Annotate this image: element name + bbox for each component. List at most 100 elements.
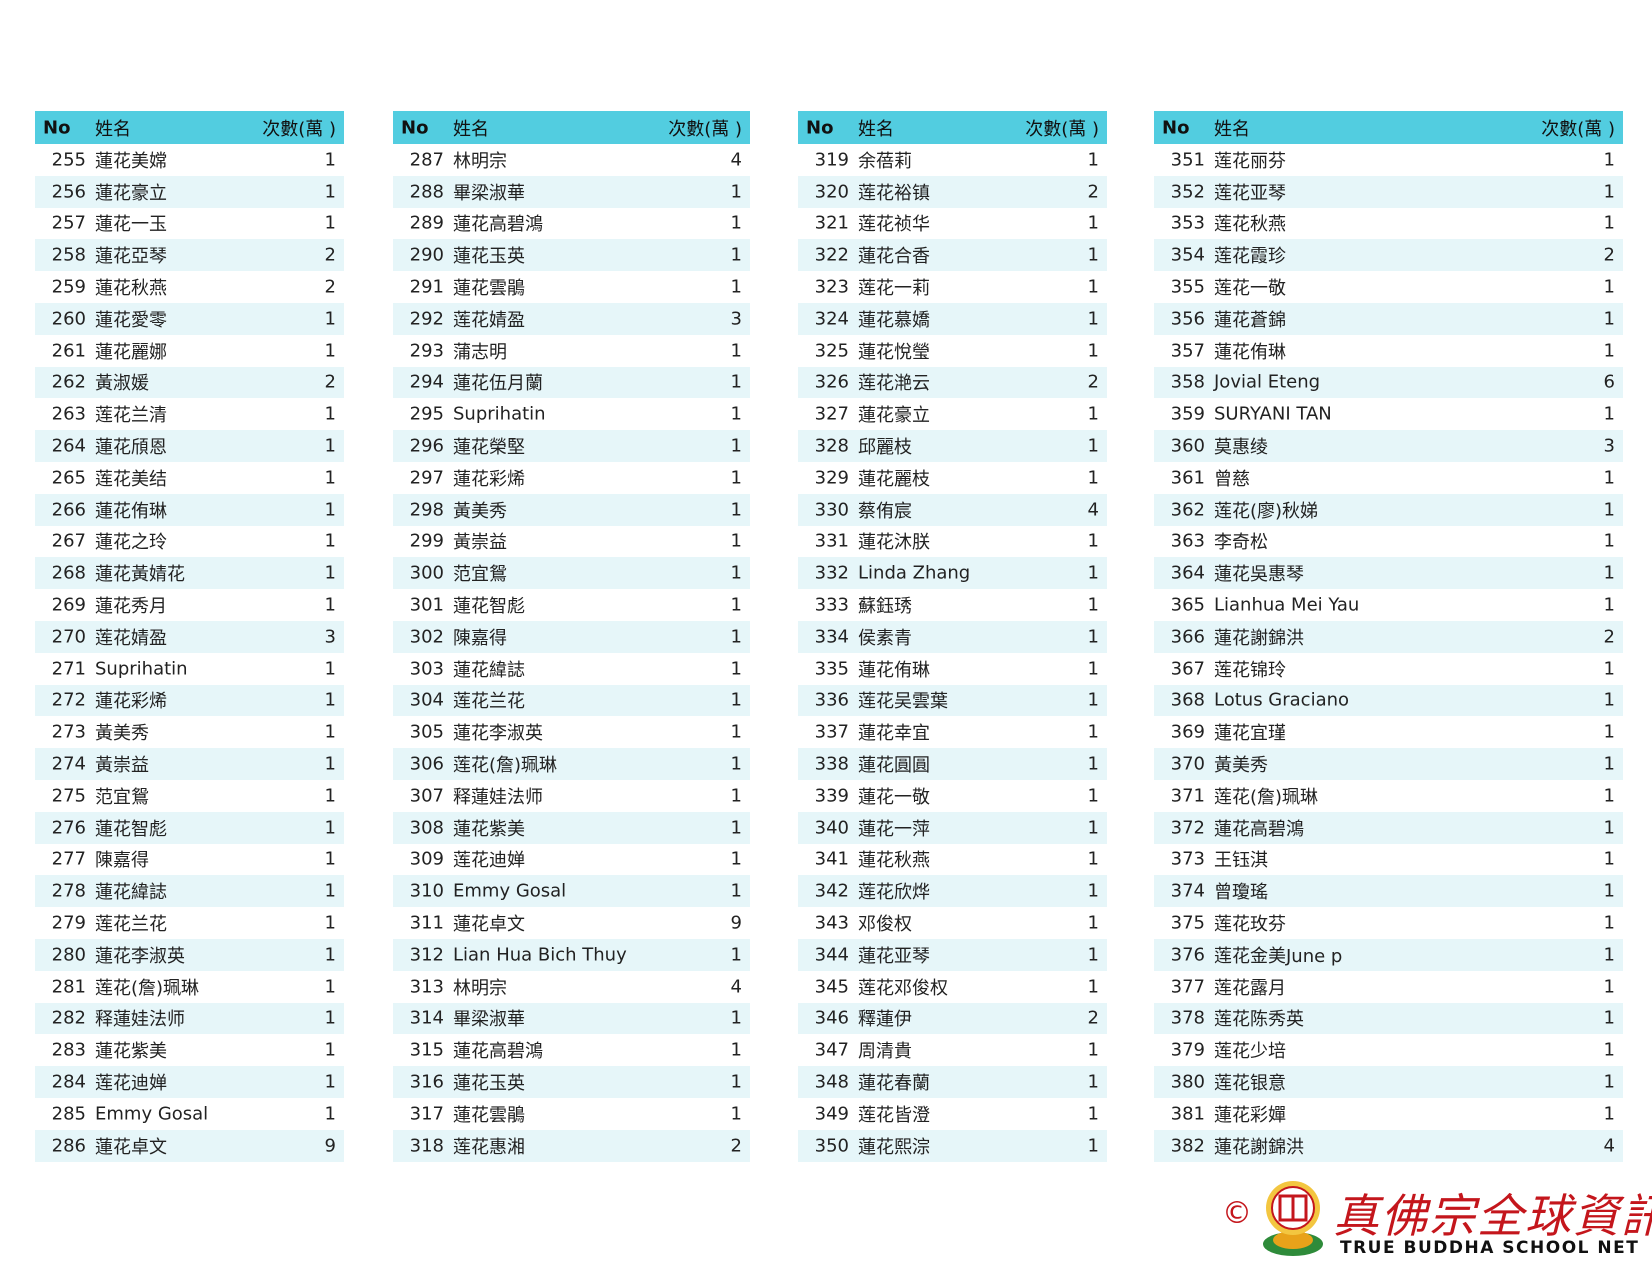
table-row: 298 黃美秀 1 (393, 493, 750, 526)
table-row: 321 莲花祯华 1 (798, 208, 1107, 240)
table-row: 299 黃崇益 1 (393, 526, 750, 558)
table-row: 372 蓮花高碧鴻 1 (1154, 811, 1623, 844)
row-no: 329 (814, 467, 849, 489)
row-name: 釋蓮伊 (858, 1009, 912, 1031)
table-row: 325 蓮花悅瑩 1 (798, 335, 1107, 367)
row-no: 261 (51, 340, 86, 362)
row-no: 265 (51, 467, 86, 489)
table-row: 368 Lotus Graciano 1 (1154, 684, 1623, 717)
row-no: 373 (1170, 848, 1205, 870)
row-count: 1 (324, 1039, 336, 1061)
row-no: 317 (409, 1103, 444, 1125)
table-row: 278 蓮花緯誌 1 (35, 875, 344, 908)
row-name: 蓮花黃婧花 (95, 564, 185, 586)
row-count: 2 (1603, 244, 1615, 266)
table-row: 317 蓮花雲鵑 1 (393, 1098, 750, 1130)
row-name: 莲花兰花 (95, 914, 167, 936)
row-no: 371 (1170, 785, 1205, 807)
row-count: 1 (1603, 689, 1615, 711)
row-count: 1 (730, 403, 742, 425)
row-name: 释蓮娃法师 (95, 1009, 185, 1031)
table-row: 371 莲花(詹)珮琳 1 (1154, 780, 1623, 812)
row-no: 327 (814, 403, 849, 425)
row-name: 曾瓊瑤 (1214, 882, 1268, 904)
row-name: 莲花金美June p (1214, 945, 1343, 967)
row-no: 264 (51, 435, 86, 457)
header-no: No (401, 117, 429, 138)
table-row: 380 莲花银意 1 (1154, 1066, 1623, 1098)
row-name: 蓮花合香 (858, 246, 930, 268)
row-no: 296 (409, 435, 444, 457)
row-count: 1 (1087, 817, 1099, 839)
row-no: 311 (409, 912, 444, 934)
row-name: 蓮花吳惠琴 (1214, 564, 1304, 586)
table-row: 359 SURYANI TAN 1 (1154, 398, 1623, 430)
table-row: 360 莫惠绫 3 (1154, 430, 1623, 462)
row-name: 莲花银意 (1214, 1073, 1286, 1094)
table-row: 339 蓮花一敬 1 (798, 780, 1107, 812)
table-row: 354 莲花霞珍 2 (1154, 239, 1623, 272)
header-no: No (43, 117, 71, 138)
row-no: 356 (1170, 308, 1205, 330)
table-row: 291 蓮花雲鵑 1 (393, 271, 750, 303)
row-no: 353 (1170, 212, 1205, 234)
row-count: 1 (1087, 944, 1099, 966)
table-row: 305 蓮花李淑英 1 (393, 716, 750, 748)
row-name: 蔡侑宸 (858, 500, 912, 522)
row-no: 260 (51, 308, 86, 330)
table-row: 335 蓮花侑琳 1 (798, 653, 1107, 685)
row-name: 莫惠绫 (1214, 437, 1268, 459)
row-count: 1 (1087, 530, 1099, 552)
table-row: 326 莲花滟云 2 (798, 366, 1107, 399)
row-no: 347 (814, 1039, 849, 1061)
row-count: 1 (324, 785, 336, 807)
row-count: 3 (1603, 435, 1615, 457)
row-name: 蓮花頎恩 (95, 437, 167, 459)
row-count: 1 (1087, 340, 1099, 362)
row-count: 1 (324, 944, 336, 966)
row-name: Emmy Gosal (95, 1103, 209, 1125)
row-count: 1 (1603, 530, 1615, 552)
row-count: 2 (324, 371, 336, 393)
table-row: 296 蓮花榮堅 1 (393, 430, 750, 462)
row-count: 1 (324, 340, 336, 362)
row-no: 324 (814, 308, 849, 330)
table-row: 267 蓮花之玲 1 (35, 526, 344, 558)
row-no: 330 (814, 499, 849, 521)
table-row: 375 莲花玫芬 1 (1154, 907, 1623, 939)
row-count: 1 (1087, 721, 1099, 743)
row-no: 290 (409, 244, 444, 266)
table-row: 382 蓮花謝錦洪 4 (1154, 1129, 1623, 1162)
table-row: 342 莲花欣烨 1 (798, 875, 1107, 908)
row-count: 1 (730, 1103, 742, 1125)
row-no: 369 (1170, 721, 1205, 743)
row-no: 335 (814, 658, 849, 680)
table-row: 322 蓮花合香 1 (798, 239, 1107, 272)
row-name: 范宜鴛 (453, 564, 507, 586)
row-no: 276 (51, 817, 86, 839)
row-name: 莲花亚琴 (1214, 182, 1286, 204)
table-row: 310 Emmy Gosal 1 (393, 875, 750, 908)
row-count: 1 (1603, 1039, 1615, 1061)
row-no: 342 (814, 880, 849, 902)
row-count: 1 (1087, 562, 1099, 584)
table-row: 269 蓮花秀月 1 (35, 589, 344, 621)
row-name: 蓮花豪立 (858, 405, 930, 427)
table-row: 256 蓮花豪立 1 (35, 175, 344, 208)
row-name: 畢梁淑華 (453, 1009, 525, 1031)
row-no: 333 (814, 594, 849, 616)
row-no: 312 (409, 944, 444, 966)
row-no: 294 (409, 371, 444, 393)
row-no: 361 (1170, 467, 1205, 489)
table-row: 357 蓮花侑琳 1 (1154, 335, 1623, 367)
row-count: 1 (1087, 1103, 1099, 1125)
table-row: 356 蓮花蒼錦 1 (1154, 302, 1623, 335)
row-count: 1 (1087, 212, 1099, 234)
row-count: 1 (324, 212, 336, 234)
row-count: 1 (1603, 817, 1615, 839)
row-name: Lotus Graciano (1214, 689, 1350, 711)
table-row: 365 Lianhua Mei Yau 1 (1154, 589, 1623, 621)
row-name: 蓮花智彪 (453, 596, 525, 618)
row-count: 2 (1603, 626, 1615, 648)
row-name: 莲花(廖)秋娣 (1214, 500, 1319, 522)
